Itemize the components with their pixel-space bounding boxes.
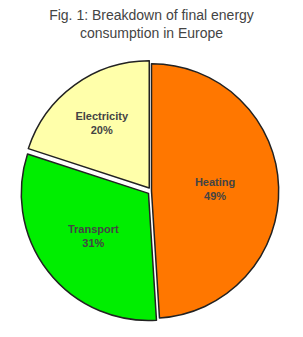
svg-text:Transport31%: Transport31% (68, 223, 119, 249)
svg-text:Electricity20%: Electricity20% (75, 110, 128, 136)
svg-text:Fig. 1: Breakdown of final ene: Fig. 1: Breakdown of final energyconsump… (49, 7, 254, 41)
svg-text:Heating49%: Heating49% (195, 176, 235, 202)
